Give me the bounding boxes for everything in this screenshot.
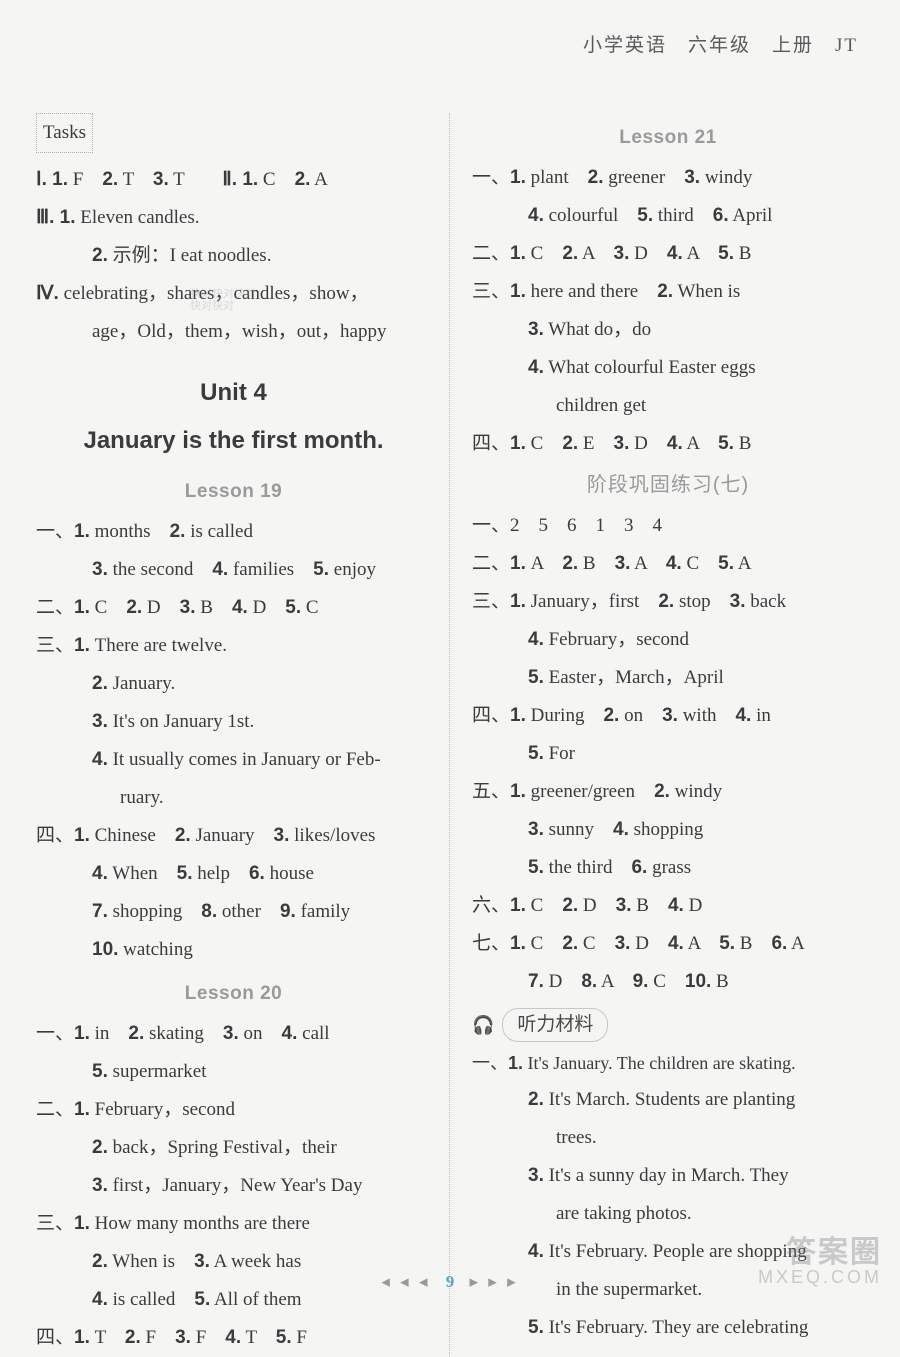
text-line: 4. When 5. help 6. house — [36, 855, 431, 893]
text-line: 一、2 5 6 1 3 4 — [472, 507, 864, 545]
text-line: 3. It's on January 1st. — [36, 703, 431, 741]
watermark: 答案圈 MXEQ.COM — [758, 1238, 882, 1286]
text-line: 七、1. C 2. C 3. D 4. A 5. B 6. A — [472, 925, 864, 963]
text-line: 5. Easter，March，April — [472, 659, 864, 697]
unit-subtitle: January is the first month. — [36, 417, 431, 465]
text-line: 一、1. plant 2. greener 3. windy — [472, 159, 864, 197]
page-header: 小学英语 六年级 上册 JT — [36, 30, 864, 57]
text-line: 7. shopping 8. other 9. family — [36, 893, 431, 931]
text-line: 一、1. in 2. skating 3. on 4. call — [36, 1015, 431, 1053]
lesson-heading: Lesson 20 — [36, 975, 431, 1013]
text-line: trees. — [472, 1119, 864, 1157]
text-line: age，Old，them，wish，out，happy — [36, 313, 431, 351]
faint-watermark: 快对快对快对 快对快对 — [190, 288, 256, 312]
text-line: 4. It usually comes in January or Feb- — [36, 741, 431, 779]
text-line: Ⅲ. 1. Eleven candles. — [36, 199, 431, 237]
stage-heading: 阶段巩固练习(七) — [472, 465, 864, 505]
lesson-heading: Lesson 21 — [472, 119, 864, 157]
headphone-icon: 🎧 — [472, 1007, 494, 1043]
text-line: ruary. — [36, 779, 431, 817]
text-line: 3. It's a sunny day in March. They — [472, 1157, 864, 1195]
text-line: 三、1. here and there 2. When is — [472, 273, 864, 311]
text-line: Ⅰ. 1. F 2. T 3. T Ⅱ. 1. C 2. A — [36, 161, 431, 199]
text-line: children get — [472, 387, 864, 425]
watermark-bottom: MXEQ.COM — [758, 1268, 882, 1286]
text-line: 2. 示例：I eat noodles. — [36, 237, 431, 275]
text-line: 2. It's March. Students are planting — [472, 1081, 864, 1119]
unit-title: Unit 4 — [36, 369, 431, 417]
text-line: 4. colourful 5. third 6. April — [472, 197, 864, 235]
text-line: 一、1. It's January. The children are skat… — [472, 1045, 864, 1081]
text-line: 7. D 8. A 9. C 10. B — [472, 963, 864, 1001]
page-number: 9 — [446, 1272, 455, 1291]
text-line: are taking photos. — [472, 1195, 864, 1233]
text-line: 5. It's February. They are celebrating — [472, 1309, 864, 1347]
text-line: 一、1. months 2. is called — [36, 513, 431, 551]
text-line: 二、1. C 2. D 3. B 4. D 5. C — [36, 589, 431, 627]
text-line: 四、1. C 2. E 3. D 4. A 5. B — [472, 425, 864, 463]
lesson-heading: Lesson 19 — [36, 473, 431, 511]
text-line: 5. the third 6. grass — [472, 849, 864, 887]
text-line: 3. first，January，New Year's Day — [36, 1167, 431, 1205]
text-line: 二、1. February，second — [36, 1091, 431, 1129]
columns: Tasks Ⅰ. 1. F 2. T 3. T Ⅱ. 1. C 2. A Ⅲ. … — [36, 113, 864, 1357]
text-line: 4. February，second — [472, 621, 864, 659]
text-line: 3. What do，do — [472, 311, 864, 349]
text-line: 四、1. Chinese 2. January 3. likes/loves — [36, 817, 431, 855]
text-line: 五、1. greener/green 2. windy — [472, 773, 864, 811]
text-line: 二、1. C 2. A 3. D 4. A 5. B — [472, 235, 864, 273]
text-line: 四、1. During 2. on 3. with 4. in — [472, 697, 864, 735]
text-line: 3. sunny 4. shopping — [472, 811, 864, 849]
text-line: 10. watching — [36, 931, 431, 969]
footer-right-arrows: ▸ ▸ ▸ — [470, 1272, 519, 1291]
text-line: 二、1. A 2. B 3. A 4. C 5. A — [472, 545, 864, 583]
watermark-top: 答案圈 — [758, 1238, 882, 1268]
text-line: 三、1. How many months are there — [36, 1205, 431, 1243]
text-line: 5. supermarket — [36, 1053, 431, 1091]
text-line: 4. What colourful Easter eggs — [472, 349, 864, 387]
text-line: 3. the second 4. families 5. enjoy — [36, 551, 431, 589]
text-line: 三、1. January，first 2. stop 3. back — [472, 583, 864, 621]
text-line: 三、1. There are twelve. — [36, 627, 431, 665]
footer-left-arrows: ◂ ◂ ◂ — [381, 1272, 430, 1291]
text-line: 5. For — [472, 735, 864, 773]
listening-header: 🎧 听力材料 — [472, 1007, 864, 1043]
listening-label: 听力材料 — [502, 1008, 608, 1042]
text-line: 2. January. — [36, 665, 431, 703]
tasks-label: Tasks — [36, 113, 93, 153]
text-line: 2. back，Spring Festival，their — [36, 1129, 431, 1167]
right-column: Lesson 21 一、1. plant 2. greener 3. windy… — [450, 113, 864, 1357]
text-line: 六、1. C 2. D 3. B 4. D — [472, 887, 864, 925]
text-line: 四、1. T 2. F 3. F 4. T 5. F — [36, 1319, 431, 1357]
